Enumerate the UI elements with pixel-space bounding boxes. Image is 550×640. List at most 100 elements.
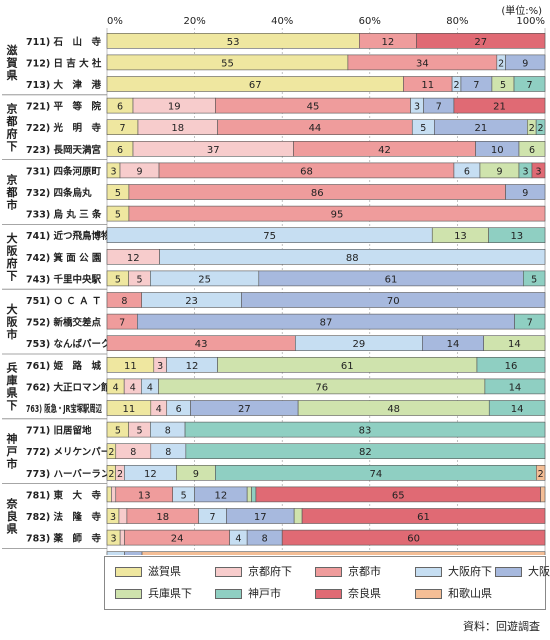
bar-segment [531, 162, 546, 179]
data-label: 23 [185, 296, 198, 307]
bar-segment [251, 486, 257, 503]
data-label: 34 [416, 58, 429, 69]
data-label: 7 [436, 102, 442, 113]
data-label: 82 [359, 447, 372, 458]
x-tick-label: 20% [183, 16, 205, 27]
legend-swatch [495, 567, 522, 577]
data-label: 8 [130, 447, 136, 458]
row-label: 721) 平 等 院 [26, 101, 101, 113]
data-label: 4 [130, 382, 136, 393]
bar-segment [483, 335, 546, 352]
data-label: 2 [453, 80, 459, 91]
legend-item: 滋賀県 [115, 566, 181, 578]
legend-swatch [315, 589, 342, 599]
data-label: 87 [320, 318, 333, 329]
legend-label: 神戸市 [248, 587, 281, 600]
bar-segment [128, 205, 546, 222]
row-label: 762) 大正ロマン館 [26, 381, 111, 393]
data-label: 7 [209, 512, 215, 523]
data-label: 12 [186, 361, 199, 372]
data-label: 2 [108, 469, 114, 480]
data-label: 14 [509, 382, 522, 393]
legend-label: 奈良県 [348, 587, 381, 600]
row-label: 773) ハーバーランド [26, 468, 120, 480]
row-label: 753) なんばパークス [26, 338, 120, 350]
stacked-bar-chart: 0% 20% 40% 60% 80% 100% 滋賀県京都府下京都市大阪府下大阪市兵庫県下神… [2, 16, 546, 555]
data-label: 13 [510, 231, 523, 242]
legend-swatch [415, 589, 442, 599]
data-label: 6 [464, 166, 470, 177]
bar-segment [184, 421, 546, 438]
data-label: 6 [117, 102, 123, 113]
data-label: 61 [417, 512, 430, 523]
legend-item: 奈良県 [315, 588, 381, 600]
data-label: 21 [474, 123, 487, 134]
data-label: 27 [474, 37, 487, 48]
data-label: 6 [117, 145, 123, 156]
data-label: 5 [115, 274, 121, 285]
group-label: 神戸市 [7, 432, 18, 471]
bar-segment [488, 227, 546, 243]
row-label: 782) 法 隆 寺 [26, 511, 101, 523]
x-tick-label: 60% [359, 16, 381, 27]
data-label: 7 [119, 318, 125, 329]
data-label: 53 [227, 37, 240, 48]
x-tick-label: 80% [446, 16, 468, 27]
data-label: 9 [193, 469, 199, 480]
bar-segment [106, 551, 125, 555]
data-label: 27 [238, 404, 251, 415]
bar-segment [536, 464, 546, 481]
bar-segment [301, 508, 546, 524]
legend-label: 和歌山県 [448, 587, 492, 600]
data-label: 5 [115, 188, 121, 199]
data-label: 67 [249, 80, 262, 91]
data-label: 12 [215, 490, 228, 501]
data-label: 5 [137, 426, 143, 437]
data-label: 11 [421, 80, 434, 91]
legend-item: 大阪市 [495, 566, 550, 578]
legend-swatch [115, 589, 142, 599]
data-label: 3 [111, 534, 117, 545]
data-label: 7 [473, 80, 479, 91]
data-label: 18 [156, 512, 169, 523]
data-label: 45 [307, 102, 320, 113]
data-label: 10 [491, 145, 504, 156]
data-label: 37 [207, 145, 220, 156]
data-label: 4 [156, 404, 162, 415]
row-label: 771) 旧居留地 [26, 425, 92, 437]
data-label: 2 [538, 123, 544, 134]
data-label: 5 [115, 210, 121, 221]
data-label: 5 [531, 274, 537, 285]
row-label: 763) 阪急・JR宝塚駅周辺 [26, 403, 102, 415]
data-label: 9 [522, 188, 528, 199]
data-label: 9 [522, 58, 528, 69]
data-label: 9 [137, 166, 143, 177]
row-label: 712) 日 吉 大 社 [26, 57, 102, 69]
bar-segment [246, 486, 252, 503]
data-label: 43 [195, 339, 208, 350]
row-label: 713) 大 津 港 [26, 79, 101, 91]
data-label: 61 [385, 274, 398, 285]
row-label: 772) メリケンパーク [26, 446, 120, 458]
bar-segment [488, 400, 546, 416]
data-label: 75 [263, 231, 276, 242]
data-label: 5 [420, 123, 426, 134]
data-label: 4 [235, 534, 241, 545]
source-note: 資料：回遊調査 [463, 620, 540, 633]
data-label: 19 [168, 102, 181, 113]
data-label: 3 [157, 361, 163, 372]
data-label: 13 [454, 231, 467, 242]
unit-label: (単位:%) [501, 6, 542, 17]
data-label: 2 [108, 447, 114, 458]
data-label: 6 [529, 145, 535, 156]
data-label: 5 [137, 274, 143, 285]
data-label: 2 [529, 123, 535, 134]
legend-item: 京都市 [315, 566, 381, 578]
data-label: 14 [508, 339, 521, 350]
legend-swatch [115, 567, 142, 577]
row-label: 743) 千里中央駅 [26, 273, 101, 285]
data-label: 86 [311, 188, 324, 199]
data-label: 12 [382, 37, 395, 48]
legend-label: 京都府下 [248, 565, 292, 578]
